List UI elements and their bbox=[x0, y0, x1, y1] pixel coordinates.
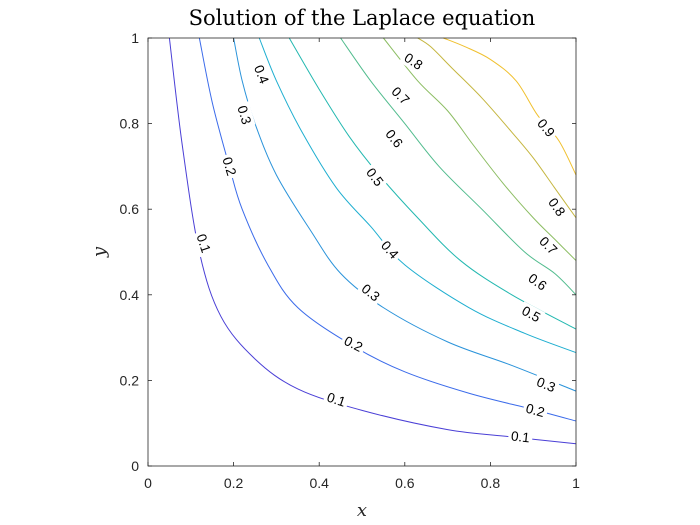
axes-box bbox=[147, 37, 577, 467]
y-axis-label: y bbox=[89, 246, 110, 258]
contour-label-0.6-1: 0.6 bbox=[523, 268, 552, 296]
contour-label-0.5-1: 0.5 bbox=[516, 301, 546, 327]
x-tick-label: 1 bbox=[572, 475, 580, 491]
x-tick-label: 0 bbox=[144, 475, 152, 491]
contour-line-0.7 bbox=[383, 37, 577, 261]
x-tick-label: 0.6 bbox=[395, 475, 415, 491]
contour-label-text: 0.3 bbox=[234, 104, 254, 126]
contour-label-0.1-1: 0.1 bbox=[322, 388, 351, 412]
contour-line-0.9 bbox=[443, 37, 577, 176]
contour-line-0.1 bbox=[168, 37, 577, 445]
contour-line-0.2 bbox=[198, 37, 577, 422]
contour-label-text: 0.4 bbox=[251, 63, 272, 86]
contour-label-0.8-0: 0.8 bbox=[398, 48, 428, 75]
contour-line-0.4 bbox=[258, 37, 577, 354]
y-tick-label: 0.2 bbox=[120, 372, 140, 388]
contour-label-0.1-0: 0.1 bbox=[192, 229, 215, 258]
contour-label-0.3-2: 0.3 bbox=[531, 372, 561, 397]
contour-label-0.6-0: 0.6 bbox=[380, 124, 408, 153]
y-tick-label: 0.6 bbox=[120, 201, 140, 217]
contour-label-0.1-2: 0.1 bbox=[507, 427, 534, 447]
contour-label-0.7-1: 0.7 bbox=[534, 231, 563, 260]
contour-line-0.8 bbox=[417, 37, 577, 219]
x-tick-label: 0.4 bbox=[309, 475, 329, 491]
y-tick-label: 0.8 bbox=[120, 116, 140, 132]
y-tick-label: 0.4 bbox=[120, 287, 140, 303]
contour-label-text: 0.1 bbox=[194, 232, 214, 255]
contour-label-0.8-1: 0.8 bbox=[543, 192, 571, 222]
contour-label-text: 0.1 bbox=[325, 390, 348, 410]
contour-line-0.5 bbox=[288, 37, 577, 330]
contour-label-0.2-1: 0.2 bbox=[339, 331, 368, 357]
axis-ticks: 0 0.2 0.4 0.6 0.8 1 0 0.2 0.4 0.6 0.8 1 bbox=[120, 30, 581, 491]
contour-labels: 0.10.10.10.20.20.20.30.30.30.40.40.50.50… bbox=[192, 48, 571, 447]
contour-label-text: 0.1 bbox=[510, 428, 530, 445]
x-tick-label: 0.8 bbox=[481, 475, 501, 491]
contour-label-0.3-0: 0.3 bbox=[233, 101, 256, 129]
x-axis-label: x bbox=[357, 500, 367, 521]
contour-label-0.2-0: 0.2 bbox=[218, 152, 241, 181]
x-tick-label: 0.2 bbox=[224, 475, 244, 491]
contour-label-0.9-0: 0.9 bbox=[532, 113, 560, 143]
chart-title: Solution of the Laplace equation bbox=[189, 6, 536, 30]
y-tick-label: 1 bbox=[131, 30, 139, 46]
contour-label-0.4-0: 0.4 bbox=[249, 60, 274, 89]
contour-label-0.5-0: 0.5 bbox=[361, 162, 389, 192]
contour-lines bbox=[168, 37, 577, 445]
contour-label-text: 0.3 bbox=[534, 374, 557, 395]
contour-label-text: 0.2 bbox=[524, 401, 546, 420]
contour-label-text: 0.2 bbox=[219, 155, 239, 177]
contour-label-0.3-1: 0.3 bbox=[356, 278, 385, 307]
y-tick-label: 0 bbox=[131, 458, 139, 474]
contour-label-0.2-2: 0.2 bbox=[521, 399, 549, 422]
contour-line-0.6 bbox=[340, 37, 577, 296]
